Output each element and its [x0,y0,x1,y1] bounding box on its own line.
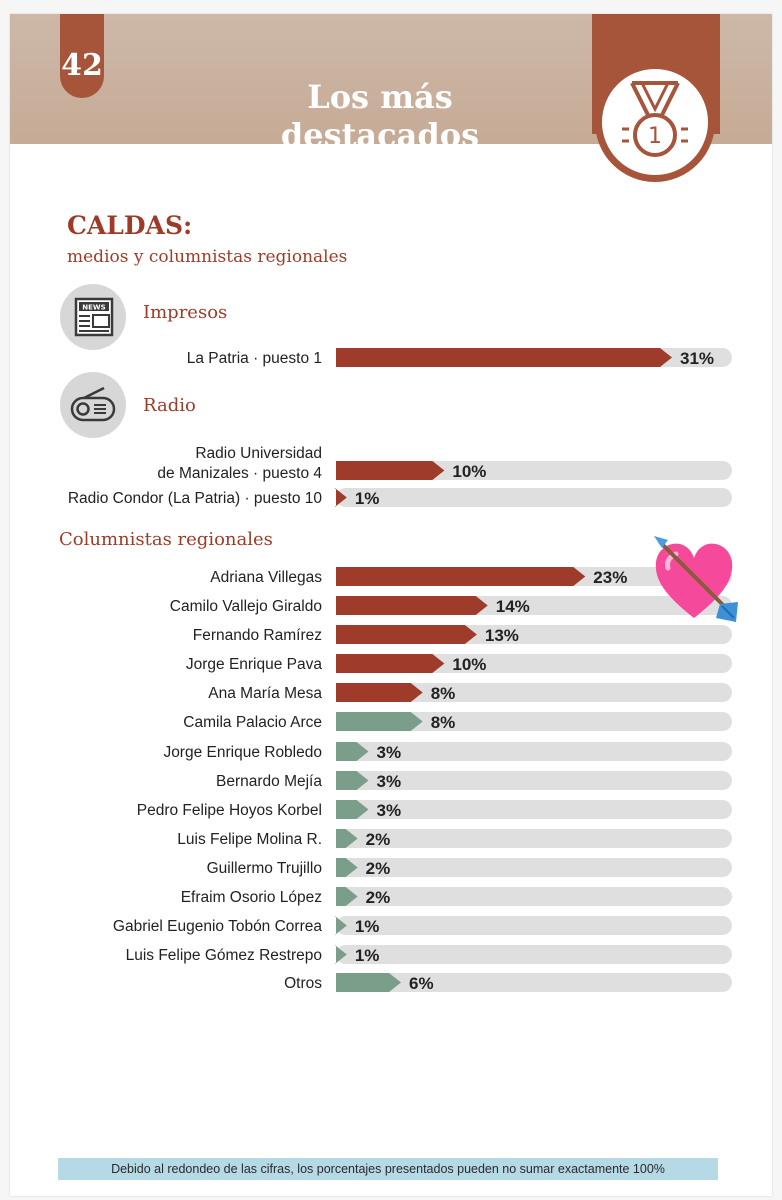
group-label-impresos: Impresos [143,302,228,323]
bar-track [336,887,732,906]
bar-value-label: 6% [409,974,434,993]
bar-category-label: Otros [284,975,322,992]
section-title: CALDAS: [67,211,193,240]
bar-track [336,945,732,964]
bar-category-label: Adriana Villegas [210,569,322,586]
bar-category-label: Jorge Enrique Pava [186,656,323,673]
bar-category-label: Efraim Osorio López [181,889,322,906]
bar-value-label: 10% [452,462,486,481]
page: 42 Los más destacados 1 CALDAS: medios y… [10,14,772,1196]
bar-value-label: 3% [377,743,402,762]
bar [334,945,347,964]
bar-category-label: Bernardo Mejía [216,773,322,790]
radio-icon [70,386,116,422]
bar [336,654,445,673]
bar [336,596,488,615]
bar-track [336,742,732,761]
bar-category-label: Luis Felipe Gómez Restrepo [126,947,322,964]
bar-value-label: 2% [366,859,391,878]
bar-category-label: Jorge Enrique Robledo [163,744,322,761]
bar-category-label: Pedro Felipe Hoyos Korbel [137,802,322,819]
bar-track [336,829,732,848]
section-subtitle: medios y columnistas regionales [67,247,348,267]
bar [336,461,445,480]
bar-value-label: 3% [377,801,402,820]
newspaper-icon: NEWS [74,297,114,337]
bar [336,348,672,367]
bar-value-label: 8% [431,713,456,732]
bar-track [336,916,732,935]
bar [336,683,423,702]
bar-value-label: 13% [485,626,519,645]
bar-category-label: Radio Universidad [195,445,322,462]
medal-icon: 1 [622,81,688,157]
bar-value-label: 1% [355,489,380,508]
page-title: Los más destacados [280,78,480,154]
bar [336,887,358,906]
bar [336,742,369,761]
bar-value-label: 3% [377,772,402,791]
bar-category-label: Gabriel Eugenio Tobón Correa [113,918,322,935]
bar-value-label: 23% [593,568,627,587]
footnote: Debido al redondeo de las cifras, los po… [58,1158,718,1180]
bar-category-label: Radio Condor (La Patria) · puesto 10 [68,490,323,507]
bar [336,800,369,819]
bar-value-label: 14% [496,597,530,616]
page-number: 42 [61,48,103,83]
bar-category-label: Camilo Vallejo Giraldo [170,598,322,615]
bar-category-label: La Patria · puesto 1 [187,350,322,367]
bar [334,488,347,507]
bar-value-label: 1% [355,917,380,936]
medal-number: 1 [648,124,662,149]
bar [336,712,423,731]
bar-category-label: Camila Palacio Arce [183,714,322,731]
bar [336,771,369,790]
page-number-tab [60,14,104,98]
bar [336,973,402,992]
bar-value-label: 2% [366,888,391,907]
bar-chart: 31% La Patria · puesto 1 10% Radio Universi… [68,348,732,993]
bar-track [336,683,732,702]
bar-category-label: de Manizales · puesto 4 [157,465,322,482]
radio-icon-badge [60,372,126,438]
svg-text:NEWS: NEWS [82,304,105,312]
bar-value-label: 10% [452,655,486,674]
heart-with-arrow-icon [654,536,738,622]
bar [336,625,477,644]
bar-category-label: Fernando Ramírez [193,627,322,644]
bar-track [336,973,732,992]
bar-category-label: Luis Felipe Molina R. [177,831,322,848]
bar-track [336,771,732,790]
bar-track [336,800,732,819]
bar [336,829,358,848]
group-label-radio: Radio [143,395,196,416]
group-label-columnistas: Columnistas regionales [59,529,273,550]
bar [336,858,358,877]
bar-track [336,712,732,731]
bar-value-label: 1% [355,946,380,965]
bar-value-label: 8% [431,684,456,703]
bar-track [336,488,732,507]
bar-category-label: Guillermo Trujillo [207,860,322,877]
bar-value-label: 31% [680,349,714,368]
bar-track [336,858,732,877]
bar [336,567,586,586]
bar-value-label: 2% [366,830,391,849]
bar-category-label: Ana María Mesa [208,685,322,702]
medal-badge-inner [602,69,708,175]
bar [334,916,347,935]
